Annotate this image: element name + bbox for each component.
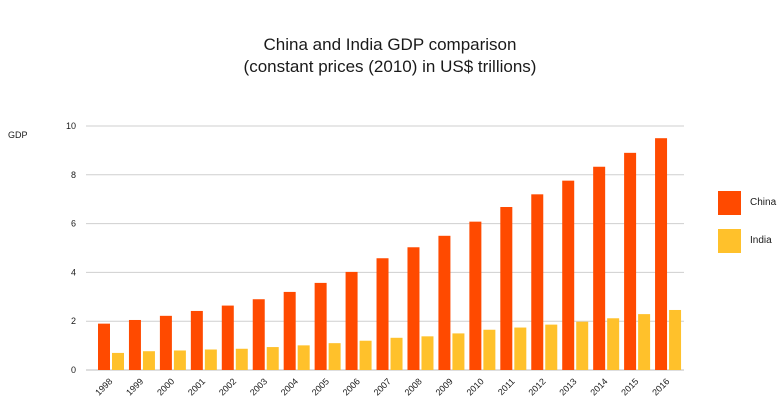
bar-china [407, 247, 420, 370]
bar-india [607, 318, 620, 370]
bar-india [266, 347, 279, 370]
x-tick-label: 2011 [496, 376, 517, 397]
x-tick-label: 2003 [248, 376, 269, 397]
x-tick-label: 2014 [588, 376, 609, 397]
legend-swatch-india [718, 229, 741, 253]
bar-china [283, 291, 296, 370]
x-tick-label: 2000 [155, 376, 176, 397]
x-tick-label: 2012 [526, 376, 547, 397]
x-tick-label: 2005 [310, 376, 331, 397]
bar-india [452, 333, 465, 370]
bar-china [469, 221, 482, 370]
chart-title: China and India GDP comparison (constant… [0, 34, 780, 78]
bar-india [390, 337, 403, 370]
bar-india [204, 349, 217, 370]
bar-china [562, 180, 575, 370]
bar-china [438, 235, 451, 370]
bar-india [142, 351, 155, 370]
x-tick-label: 1999 [124, 376, 145, 397]
chart-title-line1: China and India GDP comparison [263, 35, 517, 54]
x-tick-label: 2004 [279, 376, 300, 397]
bar-china [190, 310, 203, 370]
bar-india [297, 345, 310, 370]
bar-china [221, 305, 234, 370]
x-tick-label: 2006 [341, 376, 362, 397]
x-tick-label: 2010 [465, 376, 486, 397]
bar-china [98, 323, 110, 370]
y-tick-label: 4 [71, 267, 76, 277]
x-tick-label: 2007 [372, 376, 393, 397]
bar-china [655, 138, 668, 370]
legend-label-china: China [750, 197, 777, 208]
bar-india [514, 327, 527, 370]
bar-china [593, 166, 606, 370]
bar-india [638, 314, 651, 370]
bar-india [112, 352, 124, 370]
y-axis-label: GDP [8, 130, 28, 140]
legend-item-china: China [718, 191, 778, 215]
y-tick-label: 8 [71, 170, 76, 180]
bar-india [328, 343, 341, 370]
bar-china [345, 271, 358, 370]
bar-india [483, 329, 496, 370]
y-tick-label: 0 [71, 365, 76, 375]
bar-india [359, 340, 372, 370]
legend-item-india: India [718, 229, 778, 253]
bar-china [624, 152, 637, 370]
bar-china [376, 258, 389, 370]
bar-china [314, 282, 327, 370]
x-tick-label: 1998 [93, 376, 114, 397]
bar-india [421, 336, 434, 370]
bar-india [669, 309, 682, 370]
bar-china [159, 315, 172, 370]
bar-india [576, 321, 589, 370]
x-tick-label: 2008 [403, 376, 424, 397]
chart-title-line2: (constant prices (2010) in US$ trillions… [243, 57, 537, 76]
bar-china [252, 299, 265, 370]
bar-india [173, 350, 186, 370]
x-tick-label: 2001 [186, 376, 207, 397]
legend-label-india: India [750, 235, 772, 246]
y-tick-label: 10 [66, 121, 76, 131]
bar-india [545, 324, 558, 370]
x-tick-label: 2009 [434, 376, 455, 397]
bar-china [531, 194, 544, 370]
bar-china [128, 319, 141, 370]
x-tick-label: 2013 [557, 376, 578, 397]
x-tick-label: 2015 [619, 376, 640, 397]
legend-swatch-china [718, 191, 741, 215]
x-tick-label: 2016 [650, 376, 671, 397]
y-tick-label: 6 [71, 219, 76, 229]
bar-china [500, 207, 513, 370]
x-tick-label: 2002 [217, 376, 238, 397]
bar-india [235, 348, 248, 370]
y-tick-label: 2 [71, 316, 76, 326]
